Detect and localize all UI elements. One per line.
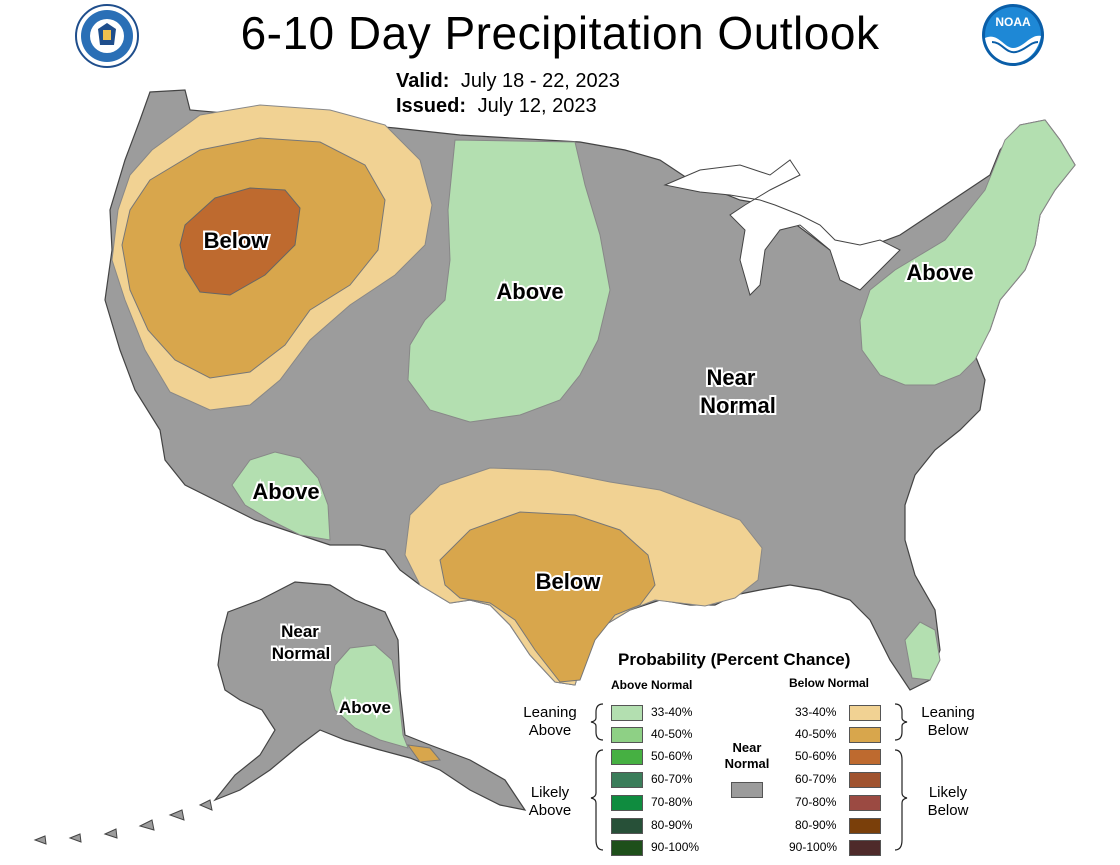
plains-above-label: Above bbox=[496, 279, 563, 304]
ak-above-label: Above bbox=[339, 698, 391, 717]
near-normal-legend-label: Near Normal bbox=[718, 740, 776, 772]
above-range-7: 90-100% bbox=[651, 840, 700, 854]
ak-near-label: Near bbox=[281, 622, 319, 641]
likely-below-word-2: Below bbox=[927, 802, 969, 819]
swatch-above-70-80 bbox=[611, 795, 643, 811]
valid-dates: July 18 - 22, 2023 bbox=[460, 70, 620, 92]
ne-above-label: Above bbox=[906, 260, 973, 285]
center-near-label: Near bbox=[707, 365, 756, 390]
below-range-2: 40-50% bbox=[795, 727, 837, 741]
leaning-above-label: Leaning Above bbox=[512, 704, 588, 740]
nw-below-50-60-area bbox=[179, 187, 301, 296]
near-normal-word-2: Normal bbox=[724, 756, 770, 771]
nw-below-label: Below bbox=[204, 228, 270, 253]
noaa-text: NOAA bbox=[995, 15, 1031, 29]
below-range-6: 80-90% bbox=[795, 818, 837, 832]
below-range-4: 60-70% bbox=[795, 772, 837, 786]
above-range-1: 33-40% bbox=[651, 705, 693, 719]
valid-label: Valid: bbox=[396, 70, 450, 92]
likely-below-label: Likely Below bbox=[910, 784, 986, 820]
leaning-above-word-1: Leaning bbox=[523, 704, 577, 721]
commerce-seal-icon bbox=[75, 4, 139, 68]
ak-normal-label: Normal bbox=[272, 644, 331, 663]
likely-above-label: Likely Above bbox=[512, 784, 588, 820]
issued-label: Issued: bbox=[396, 95, 467, 117]
swatch-below-33-40 bbox=[849, 705, 881, 721]
swatch-below-40-50 bbox=[849, 727, 881, 743]
swatch-below-90-100 bbox=[849, 840, 881, 856]
swatch-above-80-90 bbox=[611, 818, 643, 834]
swatch-above-50-60 bbox=[611, 749, 643, 765]
leaning-below-word-2: Below bbox=[927, 722, 969, 739]
tx-below-40-50-area bbox=[439, 511, 656, 683]
leaning-above-word-2: Above bbox=[528, 722, 572, 739]
swatch-below-60-70 bbox=[849, 772, 881, 788]
leaning-below-label: Leaning Below bbox=[910, 704, 986, 740]
legend-title: Probability (Percent Chance) bbox=[618, 650, 851, 669]
great-lakes bbox=[663, 159, 901, 296]
swatch-near-normal bbox=[731, 782, 763, 798]
below-range-5: 70-80% bbox=[795, 795, 837, 809]
below-range-1: 33-40% bbox=[795, 705, 837, 719]
above-range-2: 40-50% bbox=[651, 727, 693, 741]
issued-date: July 12, 2023 bbox=[477, 95, 597, 117]
swatch-above-40-50 bbox=[611, 727, 643, 743]
fl-above-area bbox=[904, 621, 941, 681]
aleutian-islands bbox=[33, 799, 213, 845]
likely-above-word-1: Likely bbox=[530, 784, 570, 801]
ne-above-area bbox=[859, 119, 1076, 386]
swatch-below-80-90 bbox=[849, 818, 881, 834]
issued-line: Issued: July 12, 2023 bbox=[396, 95, 597, 118]
below-range-3: 50-60% bbox=[795, 749, 837, 763]
leaning-below-word-1: Leaning bbox=[921, 704, 975, 721]
legend-below-header: Below Normal bbox=[789, 676, 870, 690]
above-range-3: 50-60% bbox=[651, 749, 693, 763]
likely-below-word-1: Likely bbox=[928, 784, 968, 801]
sw-above-label: Above bbox=[252, 479, 319, 504]
below-range-7: 90-100% bbox=[789, 840, 838, 854]
valid-line: Valid: July 18 - 22, 2023 bbox=[396, 70, 620, 93]
noaa-logo-icon: NOAA bbox=[982, 4, 1044, 66]
alaska-above-area bbox=[329, 644, 409, 749]
above-range-5: 70-80% bbox=[651, 795, 693, 809]
plains-above-area bbox=[407, 139, 611, 423]
swatch-above-33-40 bbox=[611, 705, 643, 721]
swatch-below-70-80 bbox=[849, 795, 881, 811]
near-normal-word-1: Near bbox=[732, 740, 762, 755]
sw-above-area bbox=[231, 451, 331, 541]
page-title: 6-10 Day Precipitation Outlook bbox=[240, 7, 880, 59]
swatch-below-50-60 bbox=[849, 749, 881, 765]
center-normal-label: Normal bbox=[700, 393, 776, 418]
swatch-above-60-70 bbox=[611, 772, 643, 788]
likely-above-word-2: Above bbox=[528, 802, 572, 819]
legend-above-header: Above Normal bbox=[611, 678, 693, 692]
swatch-above-90-100 bbox=[611, 840, 643, 856]
legend-brackets bbox=[590, 703, 908, 851]
alaska-panhandle-below bbox=[406, 744, 441, 763]
above-range-6: 80-90% bbox=[651, 818, 693, 832]
tx-below-label: Below bbox=[536, 569, 602, 594]
above-range-4: 60-70% bbox=[651, 772, 693, 786]
